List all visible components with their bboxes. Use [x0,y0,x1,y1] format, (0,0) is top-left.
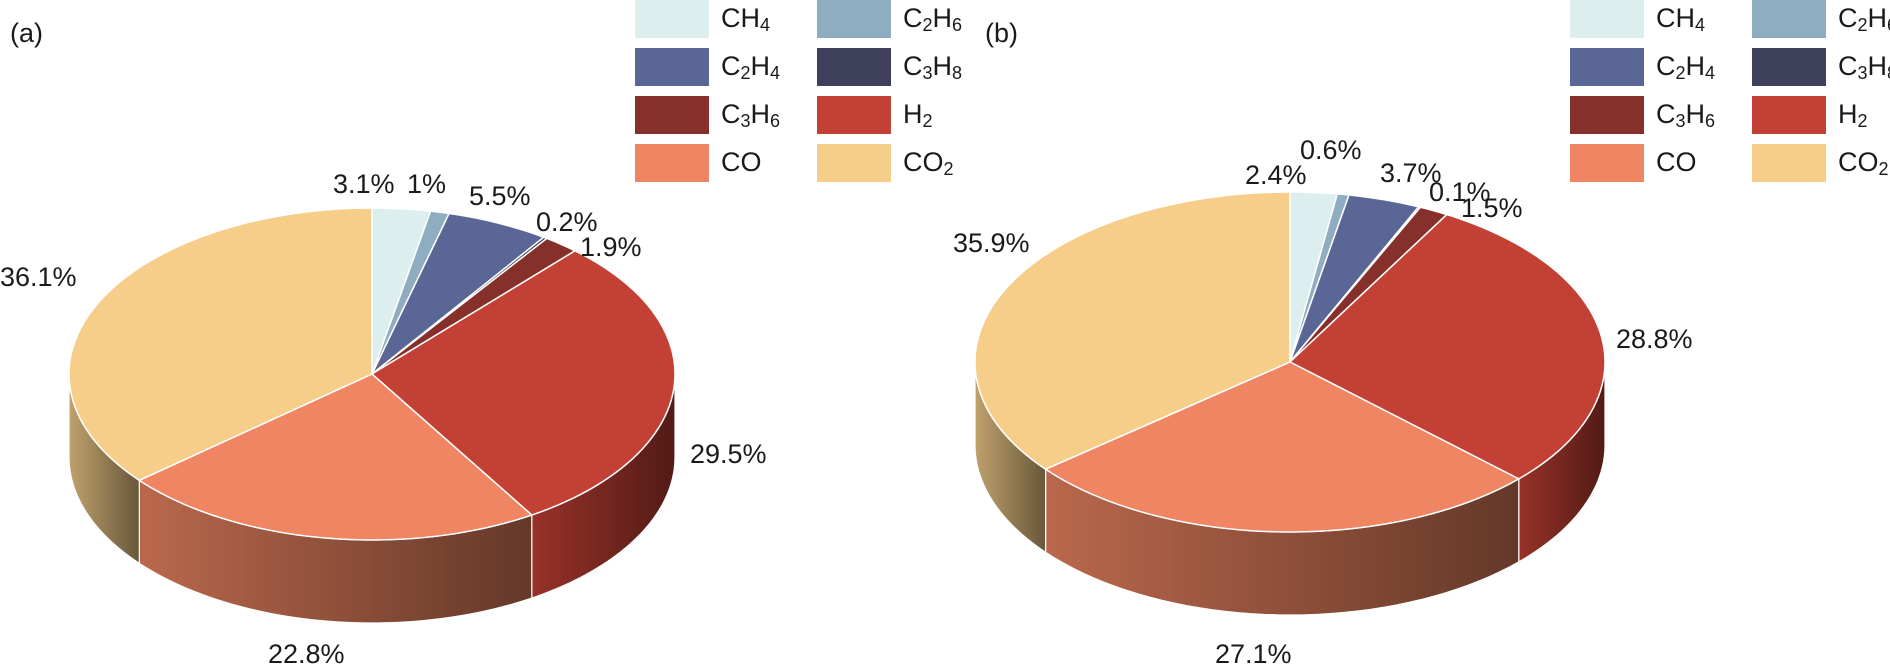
legend-label: C3H8 [903,51,963,83]
legend-item-h2: H2 [1752,96,1890,134]
pie-slice-h2 [370,249,676,516]
pie-top-faces [974,191,1606,533]
pie-slice-c2h4 [1289,194,1420,363]
data-label-c3h6: 1.9% [580,232,642,262]
panel-label-b: (b) [985,18,1018,48]
legend-swatch [1752,144,1826,182]
chart-panel-b: 2.4% 0.6% 3.7% 0.1% 1.5% 28.8% 27.1% 35.9% (b) … [945,0,1890,667]
legend-label: CO2 [903,147,954,179]
panel-label-a: (a) [10,18,43,48]
data-label-h2: 28.8% [1616,324,1693,354]
legend-swatch [817,48,891,86]
data-label-c2h4: 5.5% [469,181,531,211]
legend-swatch [817,0,891,38]
legend-item-co2: CO2 [817,144,987,182]
legend-label: C2H6 [1838,3,1890,35]
legend-label: CH4 [1656,3,1706,35]
legend-item-co: CO [635,144,805,182]
data-label-c3h6: 1.5% [1461,193,1523,223]
legend-item-c3h8: C3H8 [817,48,987,86]
legend-item-c2h6: C2H6 [817,0,987,38]
legend-swatch [635,96,709,134]
pie-slice-c2h4 [371,212,546,375]
data-label-c2h4: 3.7% [1380,158,1442,188]
legend-swatch [635,48,709,86]
legend-swatch [1570,144,1644,182]
data-label-co: 27.1% [1215,639,1292,667]
data-label-c2h6: 1% [407,169,446,199]
legend-swatch [1752,96,1826,134]
legend-label: H2 [903,99,933,131]
legend-label: C2H4 [721,51,781,83]
legend-label: C3H6 [721,99,781,131]
legend-item-c2h6: C2H6 [1752,0,1890,38]
legend-item-c3h6: C3H6 [635,96,805,134]
data-label-c2h6: 0.6% [1300,135,1362,165]
pie-side-walls [974,361,1606,616]
legend-item-ch4: CH4 [635,0,805,38]
legend-item-c3h6: C3H6 [1570,96,1740,134]
pie-slice-co2 [974,191,1291,471]
pie-top-faces [68,207,676,541]
legend-item-c3h8: C3H8 [1752,48,1890,86]
pie-slice-co [1043,361,1521,533]
legend-item-c2h4: C2H4 [635,48,805,86]
legend-label: H2 [1838,99,1868,131]
legend-swatch [1570,0,1644,38]
pie-slice-co2 [68,207,373,482]
legend-label: C2H6 [903,3,963,35]
data-label-c3h8: 0.2% [536,207,598,237]
chart-panel-a: 3.1% 1% 5.5% 0.2% 1.9% 29.5% 22.8% 36.1% (a) CH… [0,0,962,667]
data-label-ch4: 2.4% [1245,160,1307,190]
legend-swatch [1752,48,1826,86]
legend-b: CH4 C2H6 C2H4 C3H8 C3H6 H2 CO CO2 [1570,0,1890,190]
pie-chart-a: 3.1% 1% 5.5%0.2%1.9% 29.5% 22.8% 36.1% [0,169,767,667]
legend-item-c2h4: C2H4 [1570,48,1740,86]
pie-slice-co [137,373,534,541]
legend-swatch [635,144,709,182]
legend-item-co2: CO2 [1752,144,1890,182]
legend-swatch [817,96,891,134]
legend-label: CO [1656,147,1697,177]
legend-label: CH4 [721,3,771,35]
data-label-co2: 35.9% [953,228,1030,258]
data-label-co: 22.8% [268,639,345,667]
pie-chart-b: 2.4%0.6% 3.7%0.1%1.5% 28.8% 27.1% 35.9% [953,135,1693,667]
legend-label: C3H6 [1656,99,1716,131]
legend-swatch [1570,48,1644,86]
legend-item-h2: H2 [817,96,987,134]
data-label-co2: 36.1% [0,262,77,292]
legend-item-co: CO [1570,144,1740,182]
legend-swatch [817,144,891,182]
legend-swatch [635,0,709,38]
legend-label: CO [721,147,762,177]
data-label-ch4: 3.1% [333,169,395,199]
legend-swatch [1752,0,1826,38]
data-label-c3h8: 0.1% [1429,177,1491,207]
pie-slice-h2 [1288,213,1606,480]
legend-label: C3H8 [1838,51,1890,83]
legend-item-ch4: CH4 [1570,0,1740,38]
legend-label: C2H4 [1656,51,1716,83]
legend-a: CH4 C2H6 C2H4 C3H8 C3H6 H2 CO CO2 [635,0,980,190]
pie-labels: 2.4%0.6% 3.7%0.1%1.5% 28.8% 27.1% 35.9% [953,135,1693,667]
legend-swatch [1570,96,1644,134]
data-label-h2: 29.5% [690,439,767,469]
pie-labels: 3.1% 1% 5.5%0.2%1.9% 29.5% 22.8% 36.1% [0,169,767,667]
legend-label: CO2 [1838,147,1889,179]
